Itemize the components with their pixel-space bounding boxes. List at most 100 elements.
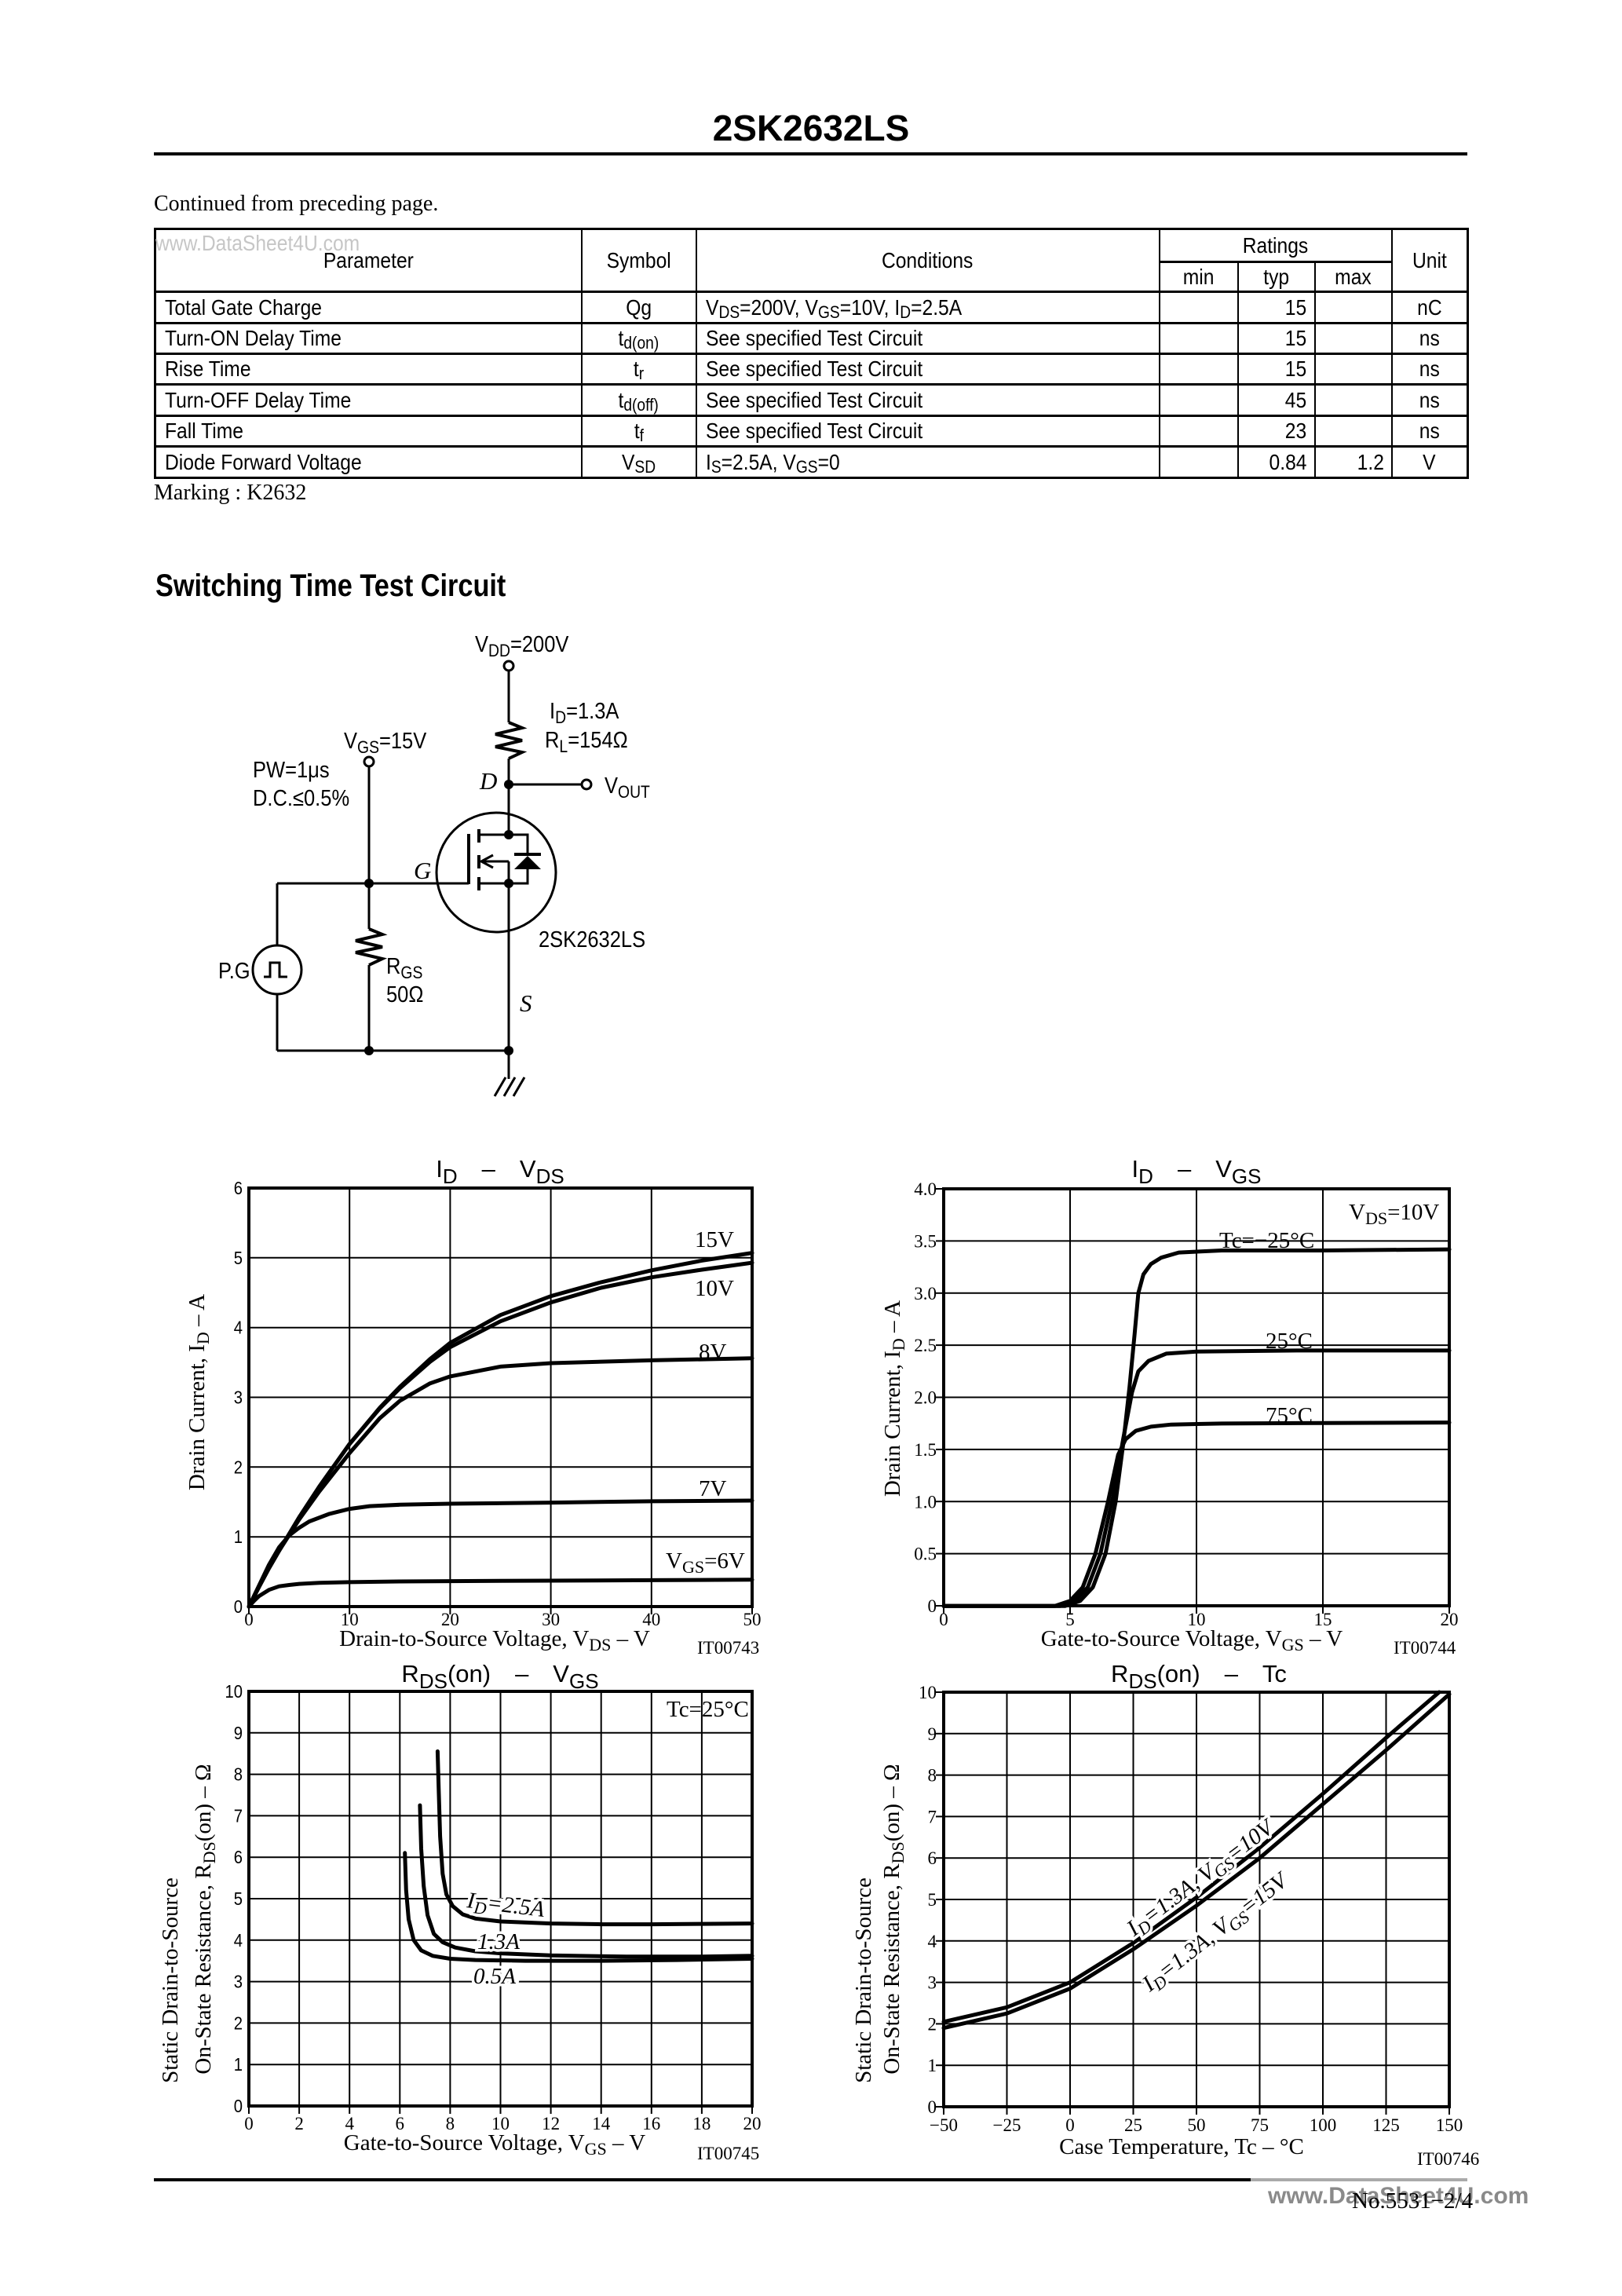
svg-text:8: 8 xyxy=(446,2114,455,2133)
svg-text:0.5: 0.5 xyxy=(914,1545,937,1564)
svg-text:25: 25 xyxy=(1124,2115,1142,2135)
svg-text:8: 8 xyxy=(928,1766,937,1786)
svg-text:6: 6 xyxy=(234,1178,243,1199)
svg-text:1.0: 1.0 xyxy=(914,1492,937,1512)
svg-text:1.3A: 1.3A xyxy=(477,1929,520,1954)
svg-text:8V: 8V xyxy=(699,1340,727,1365)
svg-text:ID​=1.3A, VGS​=15V: ID​=1.3A, VGS​=15V xyxy=(1137,1866,1295,1999)
svg-text:Static Drain-to-Source: Static Drain-to-Source xyxy=(158,1877,183,2083)
svg-text:7: 7 xyxy=(234,1805,243,1826)
svg-text:125: 125 xyxy=(1372,2115,1400,2135)
svg-text:Tc=−25°C: Tc=−25°C xyxy=(1219,1228,1314,1253)
svg-text:4: 4 xyxy=(234,1930,243,1951)
svg-text:6: 6 xyxy=(396,2114,405,2133)
svg-text:3: 3 xyxy=(234,1387,243,1408)
svg-text:5: 5 xyxy=(234,1248,243,1269)
svg-text:Drain Current, ID​ – A: Drain Current, ID​ – A xyxy=(184,1294,213,1490)
svg-text:RL​=154Ω: RL​=154Ω xyxy=(545,726,628,756)
svg-text:3: 3 xyxy=(234,1971,243,1992)
svg-text:2.0: 2.0 xyxy=(914,1388,937,1408)
svg-text:14: 14 xyxy=(592,2114,611,2133)
svg-text:15V: 15V xyxy=(695,1227,734,1252)
svg-text:7: 7 xyxy=(928,1807,937,1826)
svg-text:1: 1 xyxy=(928,2056,937,2075)
svg-text:10: 10 xyxy=(491,2114,510,2133)
svg-text:S: S xyxy=(520,989,532,1017)
svg-text:Drain Current, ID​ – A: Drain Current, ID​ – A xyxy=(880,1300,908,1497)
svg-text:0.5A: 0.5A xyxy=(473,1964,516,1989)
svg-text:0: 0 xyxy=(234,2096,243,2117)
svg-text:D.C.≤0.5%: D.C.≤0.5% xyxy=(253,784,349,810)
svg-text:4: 4 xyxy=(928,1932,937,1951)
svg-text:2: 2 xyxy=(928,2014,937,2034)
svg-text:0: 0 xyxy=(244,2114,254,2133)
svg-text:2: 2 xyxy=(234,2013,243,2034)
svg-text:Tc=25°C: Tc=25°C xyxy=(667,1697,749,1722)
svg-text:10: 10 xyxy=(1188,1610,1206,1629)
svg-text:20: 20 xyxy=(441,1610,459,1629)
svg-text:VDS​=10V: VDS​=10V xyxy=(1349,1200,1439,1228)
svg-text:−25: −25 xyxy=(993,2115,1021,2135)
svg-text:75°C: 75°C xyxy=(1266,1403,1313,1428)
svg-text:5: 5 xyxy=(928,1890,937,1910)
svg-text:VOUT​: VOUT​ xyxy=(605,772,650,802)
svg-text:50Ω: 50Ω xyxy=(386,981,423,1007)
svg-text:No.5531−2/4: No.5531−2/4 xyxy=(1352,2188,1474,2214)
svg-text:RDS​(on) – Tc: RDS​(on) – Tc xyxy=(1111,1660,1287,1693)
svg-text:15: 15 xyxy=(1314,1610,1332,1629)
svg-text:RDS​(on) – VGS​: RDS​(on) – VGS​ xyxy=(401,1660,598,1693)
svg-text:G: G xyxy=(414,857,431,884)
svg-text:VDD​=200V: VDD​=200V xyxy=(475,631,569,660)
svg-text:ID​ – VGS​: ID​ – VGS​ xyxy=(1132,1155,1262,1188)
svg-text:0: 0 xyxy=(244,1610,254,1629)
svg-text:4.0: 4.0 xyxy=(914,1179,937,1199)
svg-text:IT00746: IT00746 xyxy=(1417,2149,1479,2169)
svg-text:2.5: 2.5 xyxy=(914,1336,937,1355)
svg-text:5: 5 xyxy=(234,1888,243,1910)
svg-text:−50: −50 xyxy=(930,2115,958,2135)
svg-text:1: 1 xyxy=(234,1526,243,1548)
svg-text:18: 18 xyxy=(692,2114,711,2133)
svg-text:Case Temperature, Tc – °C: Case Temperature, Tc – °C xyxy=(1059,2134,1304,2159)
svg-text:Static Drain-to-Source: Static Drain-to-Source xyxy=(851,1877,876,2083)
svg-text:16: 16 xyxy=(642,2114,660,2133)
svg-text:On-State Resistance, RDS​(on): On-State Resistance, RDS​(on) – Ω xyxy=(879,1764,908,2074)
svg-text:VGS​=15V: VGS​=15V xyxy=(344,727,427,757)
svg-text:75: 75 xyxy=(1251,2115,1269,2135)
svg-text:1: 1 xyxy=(234,2054,243,2075)
svg-text:P.G: P.G xyxy=(218,957,250,983)
svg-text:ID​ – VDS​: ID​ – VDS​ xyxy=(436,1155,564,1188)
svg-text:IT00745: IT00745 xyxy=(697,2144,759,2163)
svg-text:2: 2 xyxy=(234,1457,243,1478)
svg-text:3.5: 3.5 xyxy=(914,1231,937,1251)
svg-text:10: 10 xyxy=(341,1610,359,1629)
svg-text:D: D xyxy=(479,767,497,795)
svg-text:0: 0 xyxy=(928,1596,937,1616)
svg-text:Drain-to-Source Voltage, VDS​: Drain-to-Source Voltage, VDS​ – V xyxy=(339,1626,650,1654)
svg-text:RGS​: RGS​ xyxy=(386,952,422,982)
svg-text:20: 20 xyxy=(1441,1610,1459,1629)
svg-text:2: 2 xyxy=(294,2114,304,2133)
svg-text:12: 12 xyxy=(542,2114,560,2133)
svg-text:5: 5 xyxy=(1065,1610,1075,1629)
svg-text:ID​=1.3A: ID​=1.3A xyxy=(550,697,619,727)
svg-text:2SK2632LS: 2SK2632LS xyxy=(539,926,645,952)
svg-text:4: 4 xyxy=(234,1317,243,1338)
svg-text:30: 30 xyxy=(542,1610,560,1629)
svg-text:9: 9 xyxy=(928,1724,937,1744)
svg-text:On-State Resistance, RDS​(on): On-State Resistance, RDS​(on) – Ω xyxy=(191,1764,219,2074)
svg-text:ID​=1.3A, VGS​=10V: ID​=1.3A, VGS​=10V xyxy=(1122,1814,1282,1944)
svg-text:10: 10 xyxy=(225,1681,243,1702)
svg-text:6: 6 xyxy=(234,1847,243,1868)
svg-text:9: 9 xyxy=(234,1723,243,1744)
svg-text:6: 6 xyxy=(928,1848,937,1868)
svg-text:0: 0 xyxy=(234,1596,243,1618)
svg-text:VGS​=6V: VGS​=6V xyxy=(666,1548,745,1577)
svg-text:IT00743: IT00743 xyxy=(697,1638,759,1658)
svg-text:25°C: 25°C xyxy=(1266,1329,1313,1354)
svg-text:0: 0 xyxy=(939,1610,948,1629)
svg-text:8: 8 xyxy=(234,1764,243,1785)
svg-text:3.0: 3.0 xyxy=(914,1284,937,1303)
svg-text:50: 50 xyxy=(743,1610,762,1629)
svg-text:3: 3 xyxy=(928,1973,937,1993)
